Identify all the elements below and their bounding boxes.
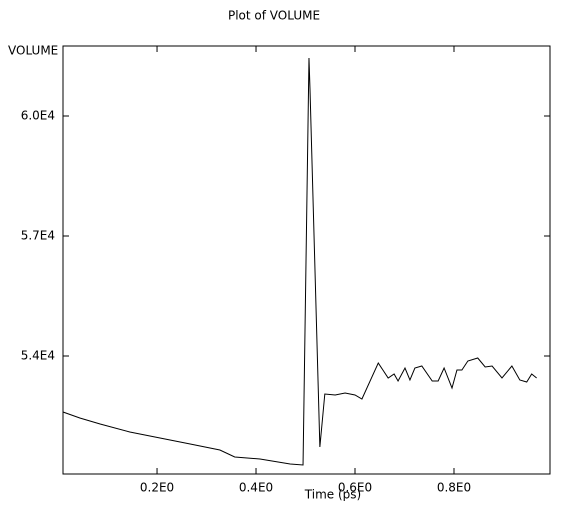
x-axis-label: Time (ps) bbox=[304, 488, 361, 502]
y-tick-label: 6.0E4 bbox=[21, 109, 55, 123]
chart-title: Plot of VOLUME bbox=[228, 9, 320, 23]
plot-frame bbox=[62, 45, 551, 475]
x-tick-label: 0.4E0 bbox=[239, 481, 273, 495]
x-tick-label: 0.8E0 bbox=[437, 481, 471, 495]
x-tick-label: 0.6E0 bbox=[338, 481, 372, 495]
data-line bbox=[62, 57, 537, 466]
y-axis-label: VOLUME bbox=[8, 44, 58, 58]
y-tick-label: 5.4E4 bbox=[21, 349, 55, 363]
x-tick-label: 0.2E0 bbox=[140, 481, 174, 495]
y-tick-label: 5.7E4 bbox=[21, 229, 55, 243]
